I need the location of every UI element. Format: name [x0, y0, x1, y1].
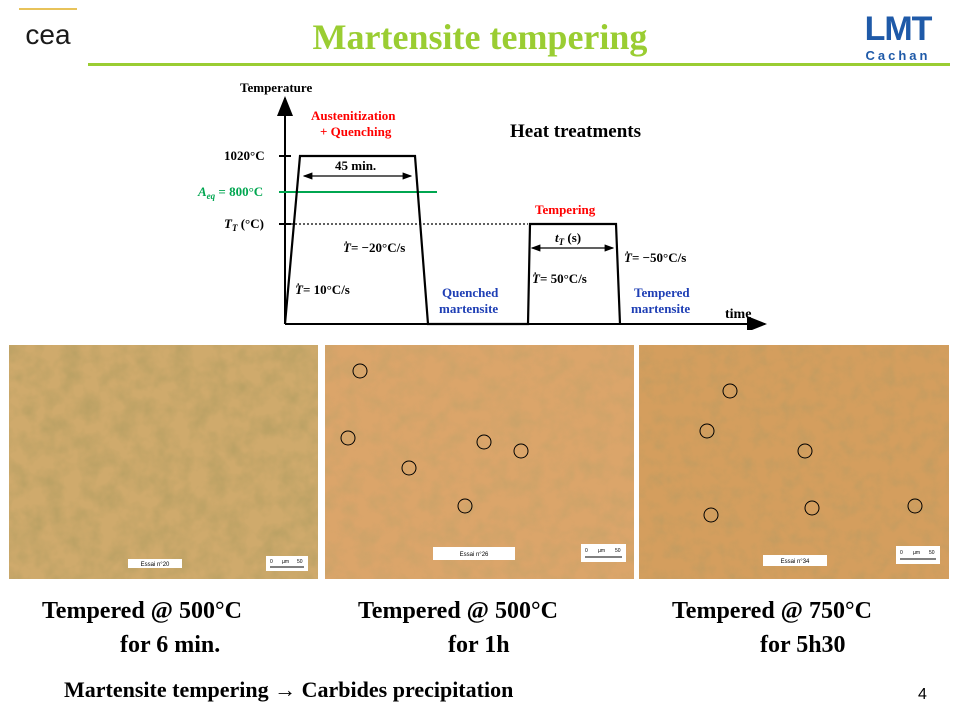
carbide-marker — [457, 498, 473, 514]
carbide-marker — [703, 507, 719, 523]
caption-line2: for 5h30 — [760, 632, 846, 658]
stage2-heating-value: = 50°C/s — [540, 271, 587, 286]
tt-symbol: T — [224, 216, 233, 231]
stage2-heating-rate: T= 50°C/s — [532, 271, 587, 286]
carbide-marker — [513, 443, 529, 459]
sample-label: Essai n°26 — [460, 552, 489, 558]
heat-treatment-diagram: Temperature time 1020°C Aeq = 800°C TT (… — [197, 80, 767, 330]
carbide-marker — [699, 423, 715, 439]
rate-dot: . — [534, 266, 537, 277]
micrograph-750c-5h30: Essai n°34 0 µm 50 — [639, 345, 949, 579]
caption-line1: Tempered @ 750°C — [672, 598, 872, 624]
scale-unit: µm — [282, 559, 289, 565]
aeq-symbol: A — [197, 184, 207, 199]
rate-dot: . — [626, 245, 629, 256]
stage2-duration-symbol: t — [555, 230, 559, 245]
carbide-marker — [476, 434, 492, 450]
tt-label: TT (°C) — [224, 216, 264, 233]
scale-tick-1: 50 — [615, 548, 621, 554]
caption-500c-1h: Tempered @ 500°C for 1h — [358, 594, 558, 662]
stage2-label: Tempering — [535, 202, 596, 217]
micrograph-image: Essai n°26 0 µm 50 — [325, 345, 634, 579]
caption-line1: Tempered @ 500°C — [42, 598, 242, 624]
scale-tick-1: 50 — [297, 559, 303, 565]
tick-label-1020: 1020°C — [224, 148, 265, 163]
temperature-curve — [283, 154, 622, 326]
x-axis-label: time — [725, 307, 751, 322]
stage1-label-line2: + Quenching — [320, 124, 392, 139]
tt-unit: (°C) — [237, 216, 264, 231]
title-underline — [88, 63, 950, 66]
carbide-marker — [401, 460, 417, 476]
rate-symbol: T — [295, 282, 304, 297]
stage2-cooling-value: = −50°C/s — [632, 250, 686, 265]
caption-line1: Tempered @ 500°C — [358, 598, 558, 624]
caption-750c-5h30: Tempered @ 750°C for 5h30 — [672, 594, 872, 662]
y-axis-label: Temperature — [240, 80, 312, 95]
aeq-label: Aeq = 800°C — [197, 184, 263, 201]
carbide-marker — [907, 498, 923, 514]
tt-subscript: T — [232, 223, 238, 233]
aeq-subscript: eq — [207, 191, 216, 201]
carbide-marker — [352, 363, 368, 379]
lmt-logo-subtitle: Cachan — [866, 48, 931, 63]
scale-tick-1: 50 — [929, 550, 935, 556]
micrograph-500c-6min: Essai n°20 0 µm 50 — [9, 345, 318, 579]
lmt-cachan-logo: LMT Cachan — [865, 10, 934, 63]
stage1-duration: 45 min. — [335, 158, 376, 173]
stage1-result-line2: martensite — [439, 301, 498, 316]
carbide-marker — [797, 443, 813, 459]
stage2-result-line2: martensite — [631, 301, 690, 316]
micrograph-image: Essai n°34 0 µm 50 — [639, 345, 949, 579]
stage2-duration-subscript: T — [559, 237, 565, 247]
cea-logo-text: cea — [25, 19, 71, 50]
scale-tick-0: 0 — [900, 550, 903, 556]
stage2-duration: tT (s) — [555, 230, 581, 247]
stage1-cooling-rate: T= −20°C/s — [343, 240, 405, 255]
sample-label-box — [433, 547, 515, 560]
aeq-value: = 800°C — [215, 184, 263, 199]
scale-unit: µm — [598, 548, 605, 554]
caption-line2: for 6 min. — [120, 632, 221, 658]
stage1-cooling-value: = −20°C/s — [351, 240, 405, 255]
cea-logo-bar — [19, 8, 77, 10]
carbide-marker — [804, 500, 820, 516]
sample-label-box — [128, 559, 182, 568]
rate-symbol: T — [532, 271, 541, 286]
scale-unit: µm — [913, 550, 920, 556]
slide-number: 4 — [918, 686, 927, 703]
diagram-title: Heat treatments — [510, 121, 641, 142]
lmt-logo-text: LMT — [865, 10, 933, 48]
micrograph-500c-1h: Essai n°26 0 µm 50 — [325, 345, 634, 579]
stage1-label-line1: Austenitization — [311, 108, 396, 123]
rate-dot: . — [297, 277, 300, 288]
slide-title: Martensite tempering — [312, 17, 648, 57]
sample-label: Essai n°20 — [141, 562, 170, 568]
stage2-cooling-rate: T= −50°C/s — [624, 250, 686, 265]
caption-line2: for 1h — [448, 632, 510, 658]
micrograph-image: Essai n°20 0 µm 50 — [9, 345, 318, 579]
scale-tick-0: 0 — [270, 559, 273, 565]
rate-dot: . — [345, 235, 348, 246]
conclusion-text: Martensite tempering → Carbides precipit… — [64, 677, 514, 702]
carbide-marker — [340, 430, 356, 446]
scale-tick-0: 0 — [585, 548, 588, 554]
stage1-heating-rate: T= 10°C/s — [295, 282, 350, 297]
sample-label: Essai n°34 — [781, 559, 810, 565]
caption-500c-6min: Tempered @ 500°C for 6 min. — [42, 594, 242, 662]
carbide-marker — [722, 383, 738, 399]
sample-label-box — [763, 555, 827, 566]
stage1-heating-value: = 10°C/s — [303, 282, 350, 297]
stage2-result-line1: Tempered — [634, 285, 690, 300]
rate-symbol: T — [343, 240, 352, 255]
cea-logo: cea — [19, 8, 77, 50]
stage1-result-line1: Quenched — [442, 285, 499, 300]
rate-symbol: T — [624, 250, 633, 265]
stage2-duration-unit: (s) — [564, 230, 581, 245]
